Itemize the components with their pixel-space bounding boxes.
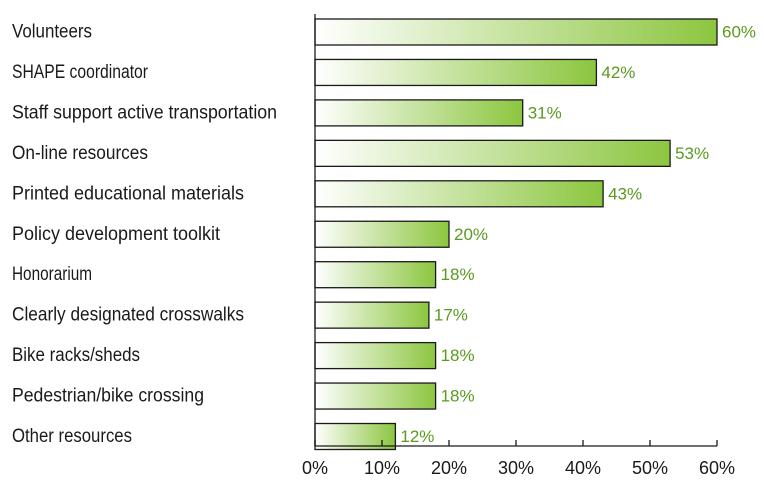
x-tick-label: 10% xyxy=(364,458,400,478)
value-label: 18% xyxy=(441,387,475,406)
category-label: Printed educational materials xyxy=(12,183,244,204)
value-labels: 60% 42% 31% 53% 43% 20% 18% 17% 18% 18% 12% xyxy=(400,23,756,447)
bar xyxy=(314,301,430,329)
category-label: Honorarium xyxy=(12,264,92,285)
bar xyxy=(314,139,671,168)
category-label: Pedestrian/bike crossing xyxy=(12,386,204,407)
bar xyxy=(314,341,437,370)
category-labels: Volunteers SHAPE coordinator Staff support… xyxy=(12,22,277,448)
x-tick-label: 30% xyxy=(498,458,534,478)
x-tick-label: 20% xyxy=(431,458,467,478)
bar xyxy=(314,382,437,410)
bar xyxy=(314,220,450,248)
category-label: Policy development toolkit xyxy=(12,224,221,245)
x-tick-label: 0% xyxy=(302,458,328,478)
value-label: 12% xyxy=(400,427,434,446)
value-label: 42% xyxy=(601,63,635,82)
category-label: Other resources xyxy=(12,426,132,447)
value-label: 53% xyxy=(675,144,709,163)
bars-layer xyxy=(314,18,718,451)
bar xyxy=(314,99,524,127)
x-tick-label: 40% xyxy=(565,458,601,478)
value-label: 31% xyxy=(528,103,562,122)
axes: 0% 10% 20% 30% 40% 50% 60% xyxy=(302,14,735,478)
category-label: On-line resources xyxy=(12,143,148,164)
x-tick-label: 60% xyxy=(699,458,735,478)
bar xyxy=(314,58,598,87)
value-label: 43% xyxy=(608,184,642,203)
bar xyxy=(314,261,437,289)
category-label: SHAPE coordinator xyxy=(12,62,149,83)
value-label: 20% xyxy=(454,225,488,244)
x-tick-label: 50% xyxy=(632,458,668,478)
category-label: Clearly designated crosswalks xyxy=(12,305,244,326)
value-label: 18% xyxy=(441,346,475,365)
value-label: 60% xyxy=(722,23,756,42)
category-label: Volunteers xyxy=(12,22,92,43)
bar xyxy=(314,180,604,208)
category-label: Staff support active transportation xyxy=(12,102,277,123)
category-label: Bike racks/sheds xyxy=(12,345,140,366)
value-label: 18% xyxy=(441,265,475,284)
bar xyxy=(314,18,718,46)
value-label: 17% xyxy=(434,306,468,325)
